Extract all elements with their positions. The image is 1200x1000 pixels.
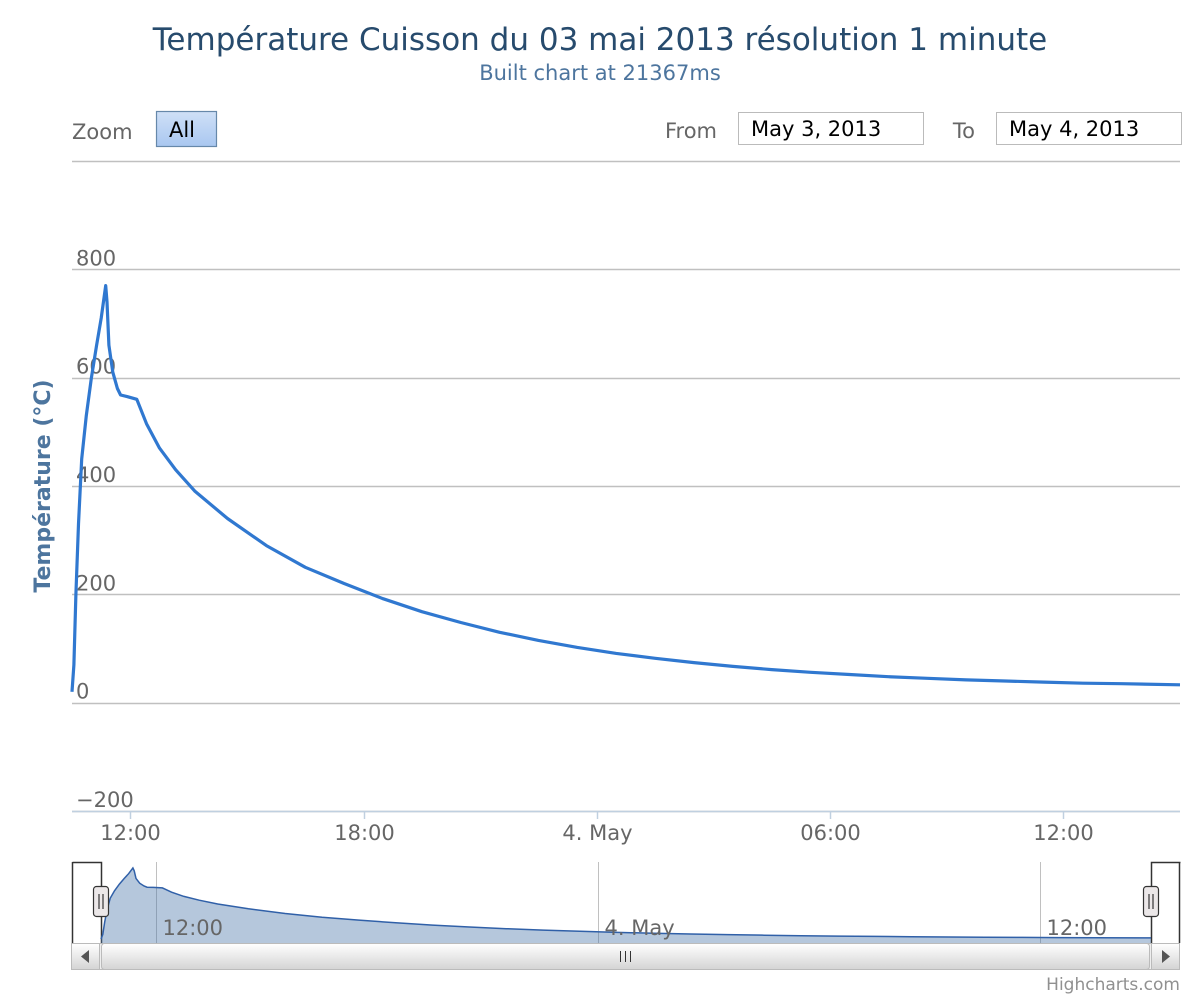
navigator-tick-label: 4. May <box>605 916 675 940</box>
scrollbar-grip-icon <box>620 951 631 962</box>
arrow-left-icon <box>81 950 89 963</box>
from-label: From <box>665 119 717 143</box>
x-tick-label: 06:00 <box>800 821 861 845</box>
navigator-tick-label: 12:00 <box>163 916 224 940</box>
zoom-label: Zoom <box>72 120 133 144</box>
y-tick-label: 0 <box>76 680 89 704</box>
scroll-right-button[interactable] <box>1151 943 1180 970</box>
y-tick-label: 800 <box>76 246 116 270</box>
series-group <box>70 284 1181 692</box>
navigator-handle-left[interactable] <box>92 885 110 918</box>
navigator[interactable]: 12:00 4. May 12:00 <box>71 861 1181 943</box>
x-axis: 12:00 18:00 4. May 06:00 12:00 <box>72 810 1180 845</box>
from-date-input[interactable] <box>738 112 924 145</box>
y-gridlines <box>72 160 1180 813</box>
zoom-all-button[interactable]: All <box>155 110 218 148</box>
x-tick-label: 4. May <box>562 821 632 845</box>
chart-subtitle: Built chart at 21367ms <box>479 61 721 85</box>
x-tick-label: 18:00 <box>334 821 395 845</box>
x-tick-label: 12:00 <box>100 821 161 845</box>
navigator-series-line <box>100 866 1152 940</box>
zoom-all-label: All <box>169 118 195 142</box>
navigator-handle-right[interactable] <box>1142 885 1160 918</box>
navigator-tick-label: 12:00 <box>1047 916 1108 940</box>
y-axis-title: Température (°C) <box>31 379 56 592</box>
series-line[interactable] <box>70 284 1181 692</box>
y-tick-label: −200 <box>76 788 134 812</box>
scrollbar[interactable] <box>71 943 1180 970</box>
to-date-input[interactable] <box>996 112 1182 145</box>
x-tick-label: 12:00 <box>1033 821 1094 845</box>
chart-title: Température Cuisson du 03 mai 2013 résol… <box>152 22 1047 58</box>
to-label: To <box>952 119 975 143</box>
y-tick-label: 200 <box>76 571 116 595</box>
arrow-right-icon <box>1162 950 1170 963</box>
scroll-left-button[interactable] <box>71 943 100 970</box>
navigator-area <box>101 868 1151 943</box>
credits-link[interactable]: Highcharts.com <box>1046 975 1180 995</box>
